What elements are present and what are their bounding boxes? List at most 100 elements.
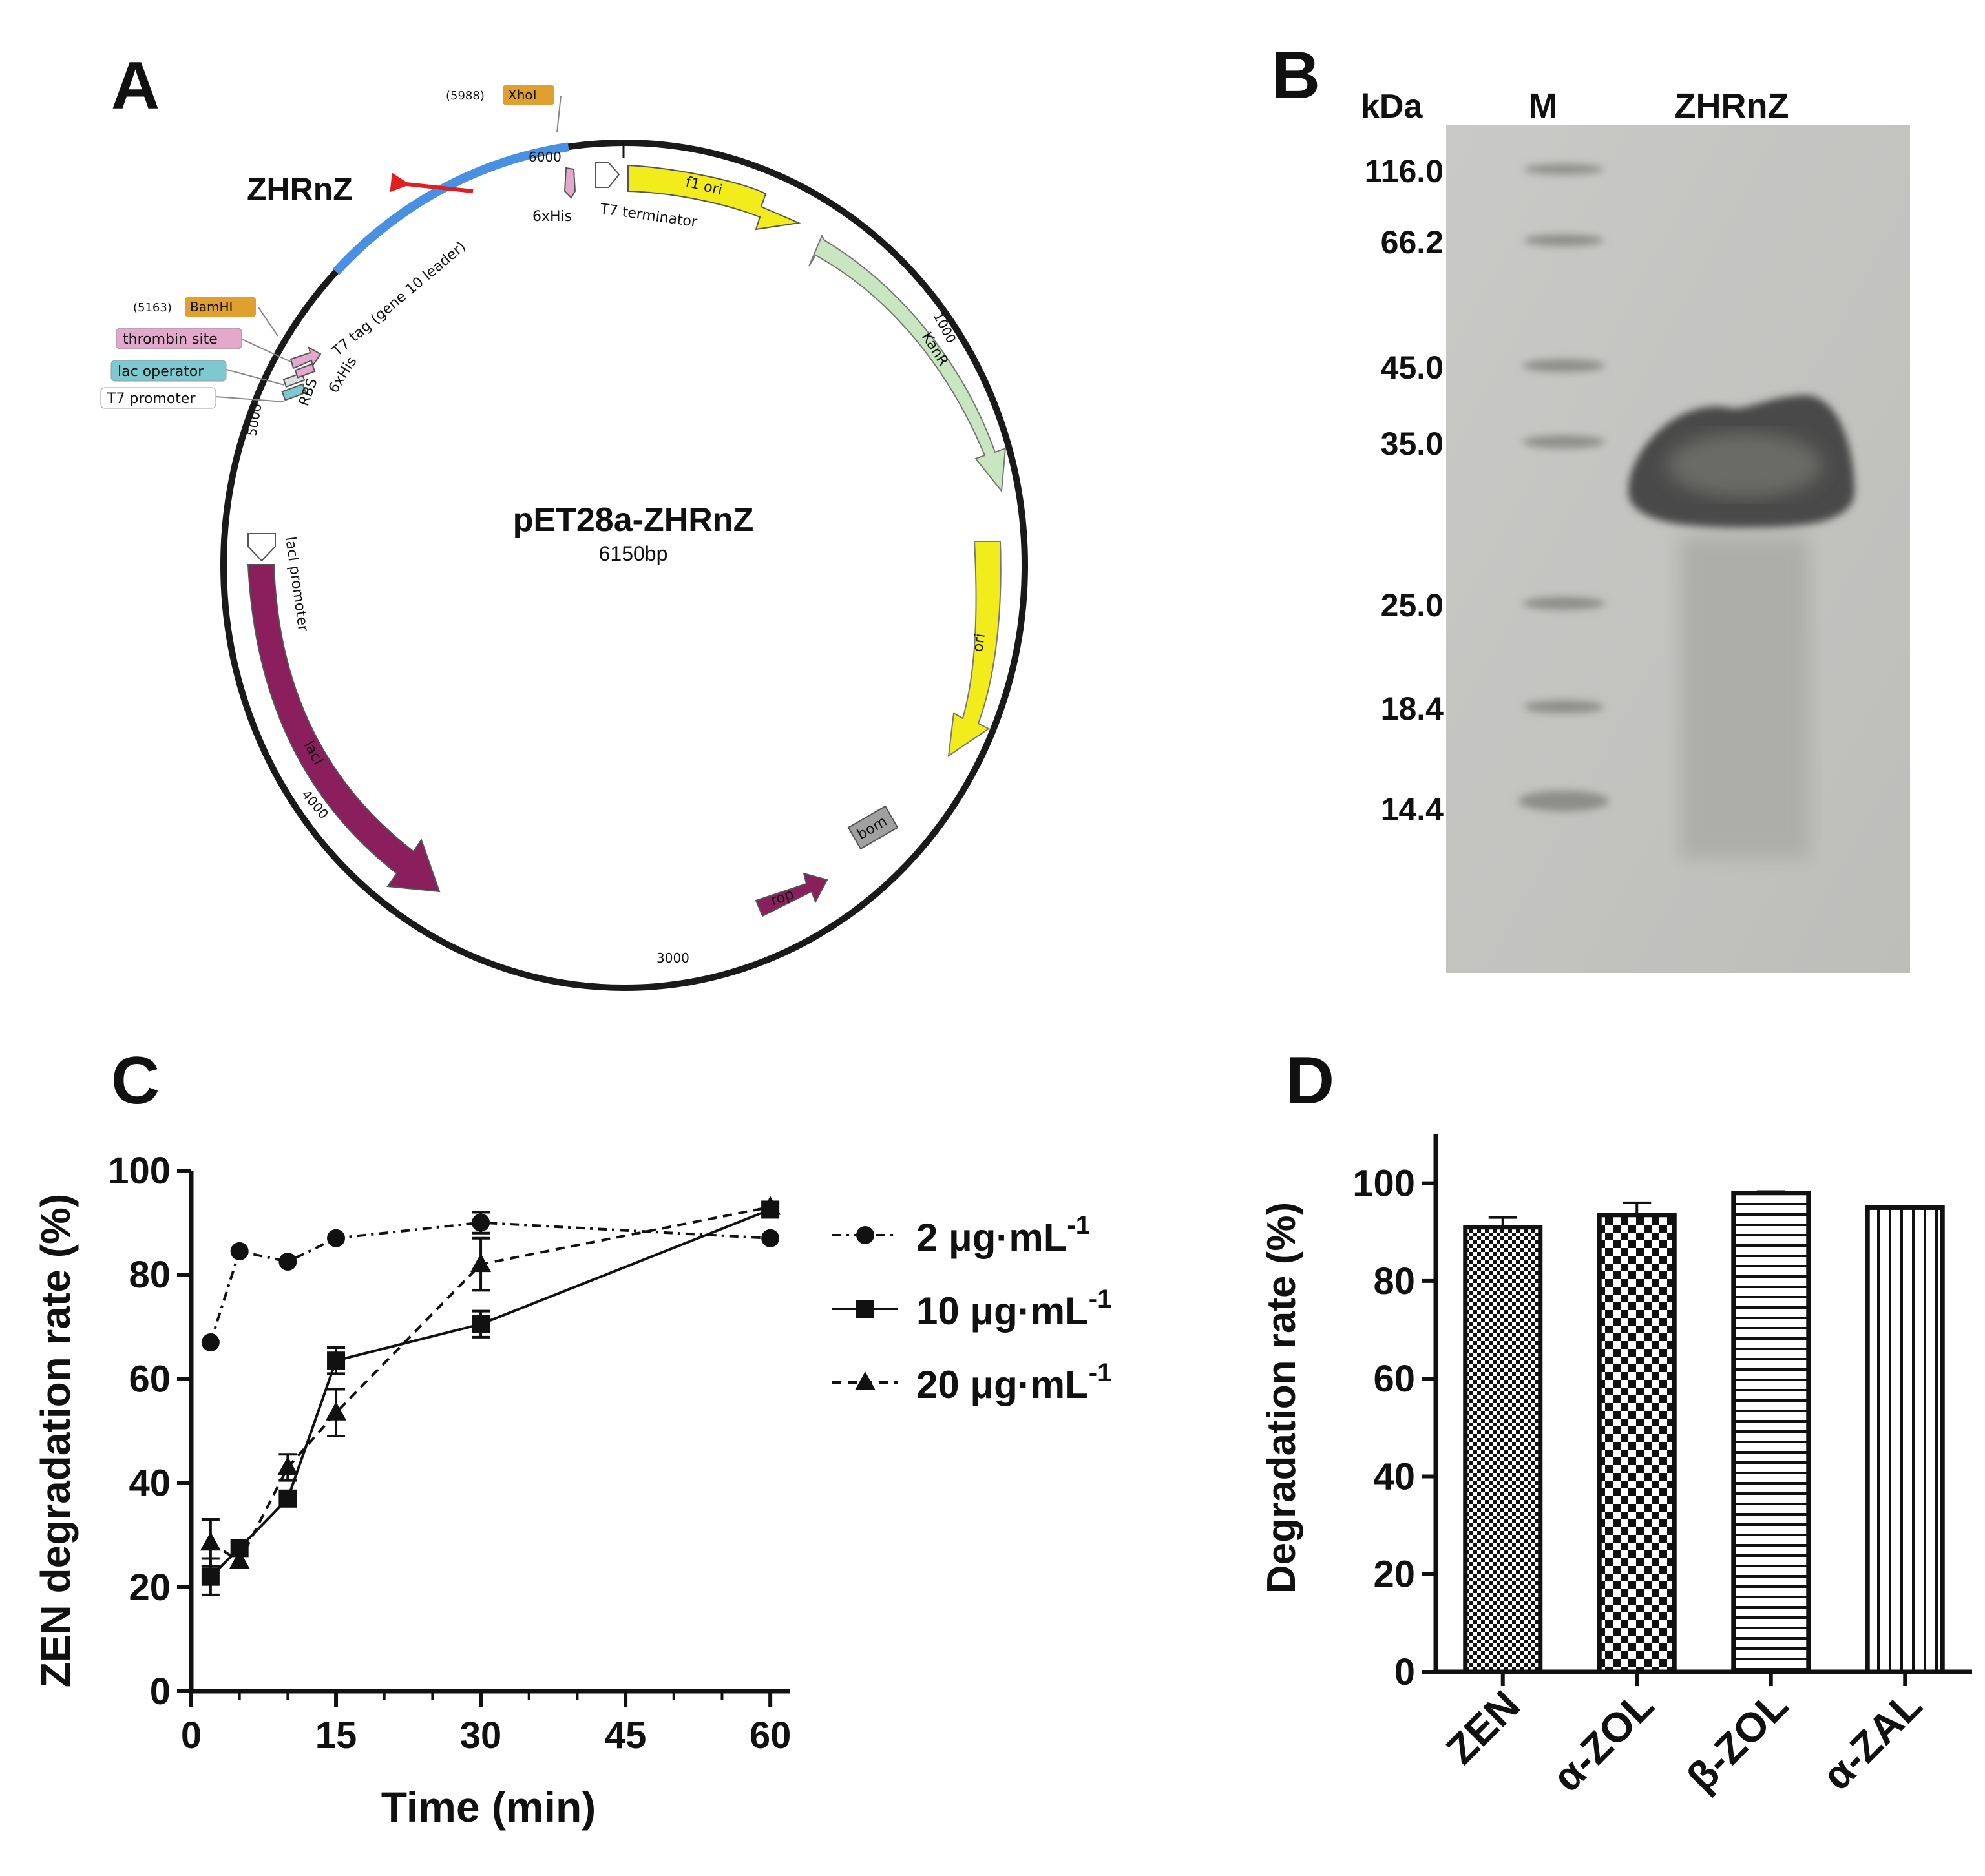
panel-label-c: C bbox=[111, 1043, 160, 1118]
data-point bbox=[230, 1242, 249, 1260]
y-tick-label: 100 bbox=[1352, 1163, 1415, 1205]
x-tick-label: α-ZOL bbox=[1544, 1682, 1663, 1800]
legend-superscript: -1 bbox=[1089, 1359, 1112, 1387]
data-point bbox=[277, 1456, 299, 1475]
y-tick-label: 40 bbox=[129, 1463, 171, 1505]
data-point bbox=[761, 1229, 780, 1247]
ZHRnZ-band-core bbox=[1667, 433, 1822, 497]
insert-label: ZHRnZ bbox=[247, 171, 353, 207]
y-tick-label: 80 bbox=[1373, 1260, 1415, 1302]
marker-size-label: 66.2 bbox=[1381, 224, 1444, 260]
marker-size-label: 25.0 bbox=[1381, 587, 1444, 623]
gel-image bbox=[1446, 125, 1910, 973]
marker-band bbox=[1522, 597, 1605, 610]
bar bbox=[1463, 1225, 1543, 1674]
data-point bbox=[201, 1333, 220, 1351]
sample-lane bbox=[1628, 395, 1854, 859]
xhoi-box bbox=[503, 85, 554, 105]
thrombin-box bbox=[116, 328, 242, 349]
panel-label-d: D bbox=[1286, 1043, 1334, 1118]
marker-band bbox=[1518, 791, 1609, 811]
data-point bbox=[326, 1401, 347, 1421]
chart-d-bars bbox=[1463, 1190, 1945, 1674]
feature-ori bbox=[947, 541, 1002, 758]
feature-6xhis-top bbox=[563, 167, 576, 199]
tick-label-3000: 3000 bbox=[656, 950, 689, 966]
data-point bbox=[278, 1489, 297, 1508]
y-tick-label: 100 bbox=[108, 1150, 171, 1192]
y-tick-label: 40 bbox=[1373, 1455, 1415, 1497]
legend-superscript: -1 bbox=[1089, 1285, 1112, 1313]
y-tick-label: 60 bbox=[1373, 1358, 1415, 1400]
bamhi-site: BamHI bbox=[190, 299, 233, 315]
y-tick-label: 60 bbox=[129, 1358, 171, 1400]
x-tick-label: α-ZAL bbox=[1813, 1682, 1931, 1799]
thrombin-site: thrombin site bbox=[123, 331, 218, 348]
data-point bbox=[278, 1253, 297, 1271]
feature-lac-operator bbox=[281, 383, 307, 401]
y-tick-label: 0 bbox=[1394, 1651, 1415, 1693]
lac-operator-box bbox=[110, 360, 227, 382]
legend-entry: 10 μg·mL-1 bbox=[832, 1285, 1111, 1333]
feature-bom bbox=[847, 805, 899, 850]
data-point bbox=[327, 1351, 346, 1370]
series-line bbox=[209, 1221, 771, 1343]
legend-superscript: -1 bbox=[1067, 1211, 1090, 1240]
panel-label-b: B bbox=[1272, 38, 1320, 113]
data-point bbox=[201, 1567, 220, 1586]
x-tick-label: 30 bbox=[460, 1714, 502, 1756]
x-tick-label: 60 bbox=[750, 1714, 792, 1756]
feature-kanr bbox=[808, 234, 1007, 493]
label-6xhis-bottom: 6xHis bbox=[326, 354, 361, 396]
bar bbox=[1597, 1213, 1677, 1674]
x-axis-title: Time (min) bbox=[381, 1783, 596, 1831]
bar bbox=[1865, 1205, 1945, 1674]
series-circle bbox=[201, 1211, 780, 1351]
legend-marker bbox=[855, 1371, 876, 1390]
t7-promoter-label: T7 promoter bbox=[107, 391, 196, 407]
line-chart: ZEN degradation rate (%) Time (min) 0 20 4… bbox=[32, 1150, 1111, 1831]
label-t7-terminator: T7 terminator bbox=[598, 201, 698, 231]
tick-label-6000: 6000 bbox=[529, 149, 562, 165]
feature-laci bbox=[247, 564, 441, 893]
x-tick-label: 0 bbox=[181, 1714, 202, 1756]
series-square bbox=[201, 1200, 780, 1596]
legend-entry: 2 μg·mL-1 bbox=[832, 1211, 1090, 1259]
feature-laci-promoter bbox=[247, 533, 276, 562]
xhoi-position: (5988) bbox=[446, 89, 485, 103]
feature-6xhis-bottom bbox=[294, 363, 316, 379]
label-ori: ori bbox=[970, 632, 989, 653]
marker-size-label: 116.0 bbox=[1365, 153, 1444, 189]
series-triangle bbox=[200, 1196, 781, 1569]
label-laci-promoter: lacI promoter bbox=[282, 536, 311, 632]
marker-lane bbox=[1518, 164, 1609, 811]
marker-size-label: 14.4 bbox=[1381, 791, 1444, 828]
xhoi-site: XhoI bbox=[508, 87, 537, 103]
chart-c-axes: 0 20 40 60 80 100 0 15 30 45 60 bbox=[108, 1150, 791, 1756]
marker-size-label: 35.0 bbox=[1381, 426, 1444, 462]
data-point bbox=[760, 1196, 781, 1215]
data-point bbox=[470, 1253, 492, 1273]
lane-label-sample: ZHRnZ bbox=[1675, 87, 1789, 125]
tick-label-5000: 5000 bbox=[244, 402, 264, 437]
data-point bbox=[200, 1532, 221, 1551]
label-6xhis-top: 6xHis bbox=[532, 209, 572, 225]
marker-size-labels: 116.0 66.2 45.0 35.0 25.0 18.4 14.4 bbox=[1365, 153, 1444, 828]
gel-unit-label: kDa bbox=[1361, 88, 1423, 125]
marker-band bbox=[1524, 700, 1604, 713]
x-tick-label: 45 bbox=[605, 1714, 647, 1756]
feature-t7-tag bbox=[289, 346, 322, 370]
feature-rop bbox=[755, 872, 828, 917]
bamhi-box bbox=[185, 297, 256, 317]
lac-operator-label: lac operator bbox=[118, 364, 204, 380]
plasmid-map: 6000 1000 2000 3000 4000 5000 f1 ori T7 … bbox=[100, 85, 1028, 991]
data-point bbox=[472, 1315, 490, 1333]
y-tick-label: 20 bbox=[129, 1567, 171, 1609]
marker-size-label: 45.0 bbox=[1381, 349, 1444, 386]
x-tick-label: ZEN bbox=[1437, 1682, 1528, 1773]
chart-c-legend: 2 μg·mL-1 10 μg·mL-1 20 μg·mL-1 bbox=[832, 1211, 1111, 1406]
bamhi-position: (5163) bbox=[133, 301, 172, 315]
legend-label: 10 μg·mL-1 bbox=[916, 1285, 1111, 1333]
plasmid-size: 6150bp bbox=[599, 542, 668, 565]
